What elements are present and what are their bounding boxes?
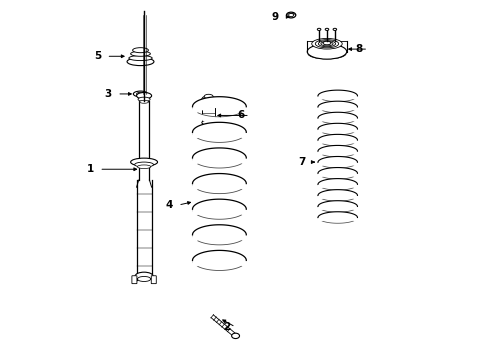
Text: 3: 3 [104,89,112,99]
Ellipse shape [325,28,328,31]
Ellipse shape [204,94,213,99]
Ellipse shape [137,165,150,168]
Ellipse shape [135,272,153,280]
Ellipse shape [318,41,335,47]
Ellipse shape [139,100,148,103]
Ellipse shape [320,42,332,46]
Ellipse shape [127,58,154,66]
Ellipse shape [202,96,215,103]
Text: 5: 5 [94,51,101,61]
Ellipse shape [132,48,148,53]
Ellipse shape [311,39,342,49]
Ellipse shape [138,97,150,102]
Text: 7: 7 [298,157,305,167]
FancyBboxPatch shape [151,276,156,284]
Ellipse shape [315,40,338,48]
Ellipse shape [288,13,293,17]
Ellipse shape [136,92,144,95]
Ellipse shape [306,44,346,59]
Text: 4: 4 [165,200,172,210]
Text: 2: 2 [223,322,230,332]
Ellipse shape [323,41,330,45]
Ellipse shape [332,28,336,31]
Text: 8: 8 [355,44,362,54]
Ellipse shape [286,12,295,18]
Ellipse shape [137,276,150,282]
Ellipse shape [231,333,239,338]
Text: 6: 6 [237,111,244,121]
Ellipse shape [128,55,152,60]
Text: 1: 1 [86,164,94,174]
Ellipse shape [202,120,215,125]
Ellipse shape [133,91,147,97]
Ellipse shape [130,51,150,56]
FancyBboxPatch shape [132,276,137,284]
Ellipse shape [136,93,151,99]
Ellipse shape [307,49,345,59]
Ellipse shape [130,158,157,166]
Ellipse shape [134,162,153,167]
Text: 9: 9 [271,12,278,22]
Ellipse shape [317,28,320,31]
